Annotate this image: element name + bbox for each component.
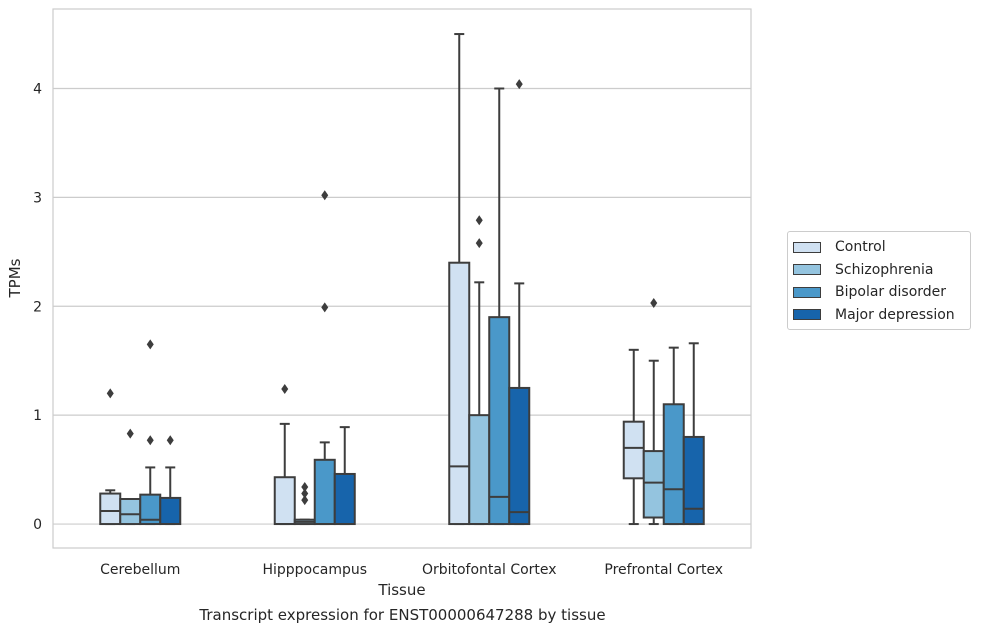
plot-frame xyxy=(52,8,752,549)
outlier-point xyxy=(146,435,154,446)
x-tick-label: Hipppocampus xyxy=(262,562,367,578)
y-tick-label: 0 xyxy=(33,517,42,533)
box xyxy=(622,420,645,480)
outlier-point xyxy=(515,79,523,90)
outlier-point xyxy=(301,495,309,506)
y-tick-label: 4 xyxy=(33,81,42,97)
box xyxy=(488,316,511,526)
outlier-point xyxy=(321,302,329,313)
box xyxy=(662,403,685,526)
box xyxy=(682,435,705,526)
chart-title: Transcript expression for ENST0000064728… xyxy=(199,606,606,624)
legend-item: Schizophrenia xyxy=(788,259,970,282)
box xyxy=(273,476,296,526)
legend-label: Major depression xyxy=(835,306,955,323)
x-tick-labels: Cerebellum Hipppocampus Orbitofontal Corte… xyxy=(100,562,723,578)
box xyxy=(468,414,491,526)
outlier-point xyxy=(475,238,483,249)
legend-swatch xyxy=(793,286,821,298)
legend-label: Bipolar disorder xyxy=(835,284,947,301)
legend-item: Bipolar disorder xyxy=(788,281,970,304)
outlier-point xyxy=(126,428,134,439)
outlier-point xyxy=(301,482,309,493)
x-axis-label: Tissue xyxy=(377,581,425,599)
legend-item: Major depression xyxy=(788,304,970,327)
outlier-point xyxy=(321,190,329,201)
box xyxy=(313,458,336,526)
outlier-point xyxy=(281,384,289,395)
y-tick-labels: 0 1 2 3 4 xyxy=(33,81,42,533)
y-axis-label: TPMs xyxy=(6,258,24,298)
box xyxy=(159,496,182,526)
legend-swatch xyxy=(793,264,821,276)
outlier-point xyxy=(475,215,483,226)
outlier-point xyxy=(301,488,309,499)
x-tick-label: Prefrontal Cortex xyxy=(604,562,723,578)
y-tick-label: 3 xyxy=(33,190,42,206)
box xyxy=(508,386,531,526)
legend-label: Schizophrenia xyxy=(835,261,934,278)
outlier-point xyxy=(166,435,174,446)
box xyxy=(119,498,142,526)
box xyxy=(99,492,122,526)
legend-label: Control xyxy=(835,239,886,256)
outlier-point xyxy=(650,298,658,308)
box-elements xyxy=(99,33,705,526)
y-tick-label: 1 xyxy=(33,408,42,424)
y-tick-label: 2 xyxy=(33,299,42,315)
legend-swatch xyxy=(793,241,821,253)
x-tick-label: Orbitofontal Cortex xyxy=(422,562,557,578)
legend-item: Control xyxy=(788,236,970,259)
x-tick-label: Cerebellum xyxy=(100,562,180,578)
outlier-point xyxy=(146,339,154,350)
legend-swatch xyxy=(793,309,821,321)
box xyxy=(333,472,356,526)
outlier-point xyxy=(106,388,114,399)
legend: Control Schizophrenia Bipolar disorder Majo… xyxy=(787,231,971,330)
box xyxy=(448,261,471,526)
box xyxy=(642,450,665,519)
